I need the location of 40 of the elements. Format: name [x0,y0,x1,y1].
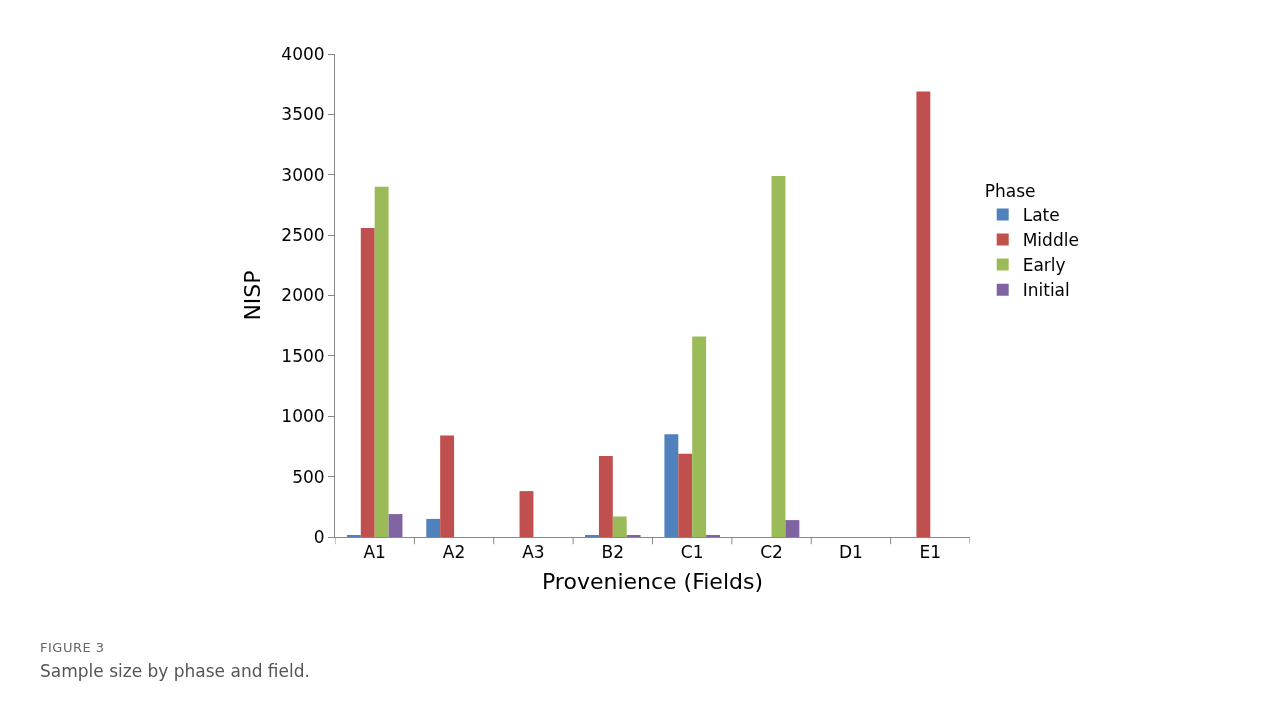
x-tick-label: D1 [838,542,863,563]
y-axis-title: NISP [240,270,266,321]
y-tick-label: 3500 [281,104,325,125]
bar [426,518,441,537]
bar [678,453,693,537]
caption: FIGURE 3 [40,640,106,655]
bar [598,456,613,537]
bar [916,91,931,537]
legend-label: Initial [1022,280,1070,301]
legend-title: Phase [984,180,1036,201]
x-axis-title: Provenience (Fields) [541,569,764,595]
bar [360,227,375,537]
y-tick-label: 2000 [281,285,325,306]
bar [664,434,679,537]
bar [692,336,707,537]
x-tick-label: A2 [442,542,466,563]
bar [440,435,455,537]
x-tick-label: B2 [601,542,625,563]
x-tick-label: C1 [680,542,704,563]
legend-label: Late [1022,205,1060,226]
y-tick-label: 1500 [281,345,325,366]
x-tick-label: C2 [760,542,783,563]
y-tick-label: 3000 [281,164,325,185]
bar [785,520,800,537]
x-tick-label: E1 [919,542,942,563]
bar [612,516,627,537]
y-tick-label: 1000 [281,406,325,427]
y-tick-label: 2500 [281,225,325,246]
x-tick-label: A3 [522,542,545,563]
y-tick-label: 500 [292,466,325,487]
bar [519,491,534,537]
bar [388,514,403,537]
y-tick-label: 0 [313,526,325,547]
x-tick-label: A1 [363,542,386,563]
bar [771,175,786,537]
legend-label: Early [1022,255,1066,276]
text: Sample size by phase and field. [40,661,310,681]
legend-label: Middle [1022,230,1079,251]
bar [374,186,389,537]
y-tick-label: 4000 [281,43,325,64]
